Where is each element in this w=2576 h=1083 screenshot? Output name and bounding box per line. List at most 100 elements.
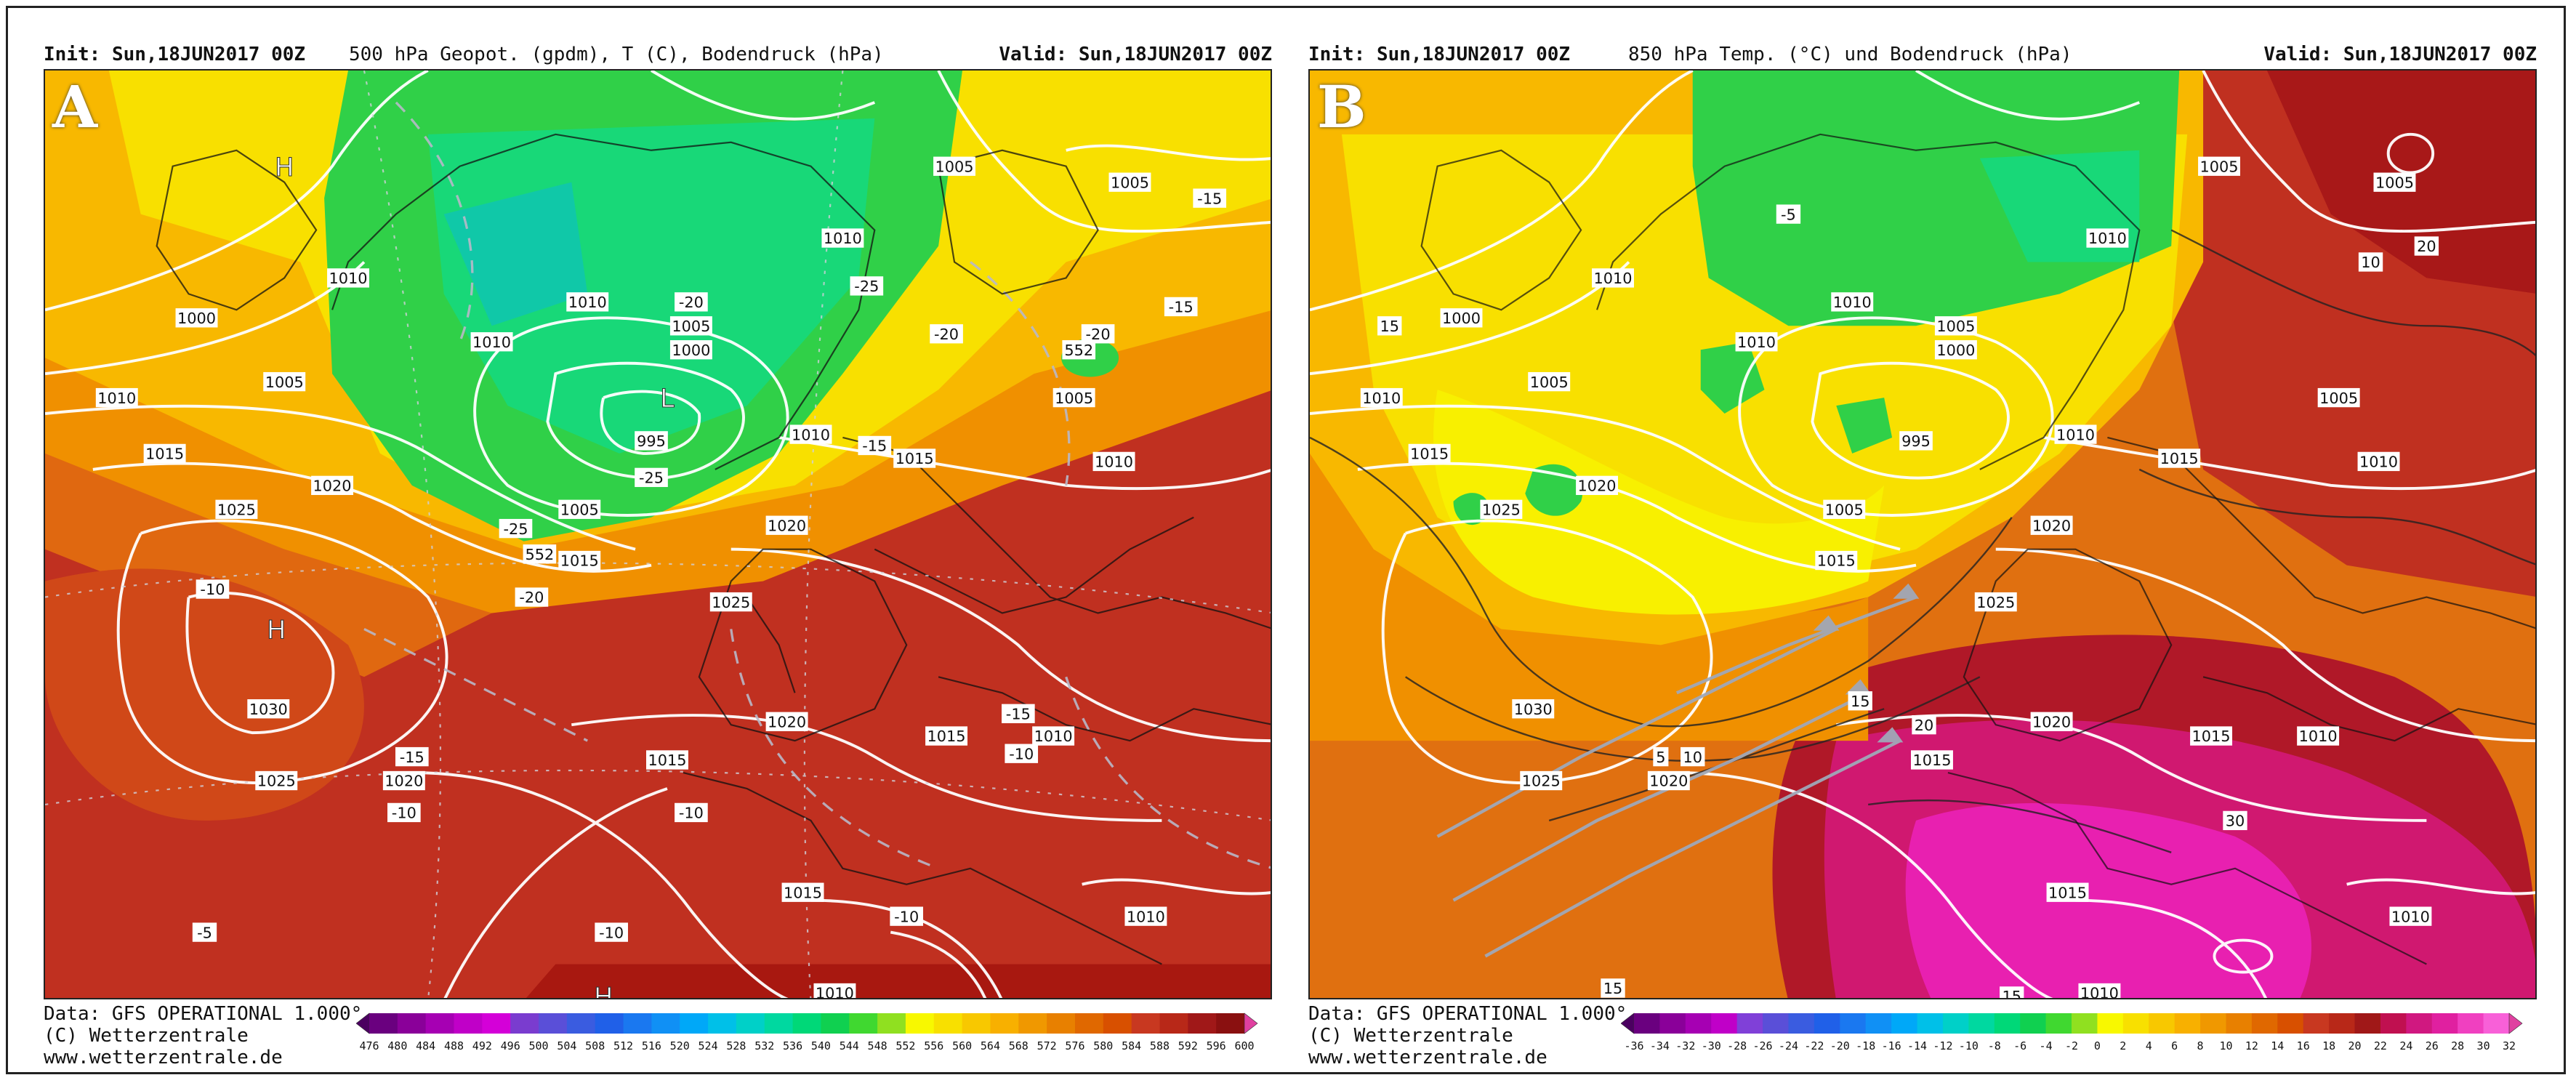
colorbar-segment: [2483, 1013, 2510, 1034]
isobar-label: 1025: [712, 594, 750, 611]
colorbar-tick-label: 532: [754, 1039, 775, 1052]
isobar-label: 1015: [895, 450, 934, 467]
isobar-label: 1005: [1936, 318, 1975, 335]
isobar-label: 10: [1683, 749, 1702, 766]
isobar-label-box: [1193, 188, 1227, 208]
isobar-label-box: [2078, 983, 2121, 998]
isobar-label-box: [2030, 515, 2073, 535]
isobar-label-box: [1081, 324, 1115, 344]
colorbar-segment: [2303, 1013, 2330, 1034]
map-title: 850 hPa Temp. (°C) und Bodendruck (hPa): [1628, 44, 2072, 65]
colorbar-tick-label: 480: [387, 1039, 408, 1052]
isobar-label-box: [1911, 750, 1953, 770]
isobar-label-box: [1052, 387, 1095, 408]
colorbar-segment: [1891, 1013, 1918, 1034]
isobar-label-box: [2373, 172, 2416, 192]
isobar-label-box: [1647, 770, 1690, 791]
colorbar-tick-label: 536: [783, 1039, 803, 1052]
panel-a: Init: Sun,18JUN2017 00Z 500 hPa Geopot. …: [44, 40, 1272, 1083]
colorbar-tick-label: -22: [1804, 1039, 1824, 1052]
isobar-label: 1005: [2375, 174, 2414, 191]
colorbar-segment: [1103, 1013, 1132, 1034]
colorbar-tick-label: 576: [1065, 1039, 1085, 1052]
colorbar-segment: [1216, 1013, 1245, 1034]
colorbar-tick-label: 492: [472, 1039, 492, 1052]
isobar-label: 1010: [2391, 908, 2430, 925]
isobar-label-box: [813, 983, 856, 998]
isobar-label-box: [566, 292, 609, 312]
colorbar-segment: [2277, 1013, 2304, 1034]
isobar-label: 1015: [927, 728, 966, 745]
isobar-label-box: [646, 750, 688, 770]
colorbar-tick-label: 588: [1149, 1039, 1170, 1052]
isobar-label-box: [635, 431, 668, 451]
colorbar-tick-label: 528: [726, 1039, 746, 1052]
colorbar-tick-label: 14: [2271, 1039, 2285, 1052]
isobar-label: 1010: [1034, 728, 1073, 745]
isobar-label: 1015: [2048, 884, 2087, 901]
isobar-label: 1010: [97, 390, 136, 407]
website: www.wetterzentrale.de: [1308, 1047, 1547, 1068]
isobar-label-box: [263, 371, 306, 392]
colorbar-segment: [425, 1013, 455, 1034]
isobar-label: 1020: [1649, 773, 1688, 790]
colorbar-tick-label: 6: [2171, 1039, 2178, 1052]
isobar-label: -10: [1009, 745, 1034, 762]
isobar-label: 1015: [784, 884, 822, 901]
isobar-label-box: [387, 802, 421, 823]
colorbar-tick-label: -18: [1856, 1039, 1876, 1052]
isobar-label-box: [2030, 712, 2073, 731]
panel-a-map: H 1010 1000 1005 1010 1015 1020 1025 -10 H 1030 -15…: [44, 69, 1272, 999]
isobar-label: 5: [1656, 749, 1665, 766]
colorbar-tick-label: 496: [500, 1039, 520, 1052]
isobar-label-box: [1815, 550, 1858, 571]
isobar-label-box: [1002, 704, 1035, 723]
isobar-label-box: [850, 276, 884, 296]
colorbar-tick-label: 564: [980, 1039, 1000, 1052]
colorbar-segment: [2200, 1013, 2226, 1034]
colorbar-segment: [1865, 1013, 1892, 1034]
colorbar-segment: [1074, 1013, 1104, 1034]
isobar-label: 1005: [2319, 390, 2358, 407]
isobar-label-box: [635, 467, 668, 488]
colorbar-tick-label: 24: [2399, 1039, 2413, 1052]
isobar-label: -15: [1169, 299, 1194, 316]
isobar-label: -5: [197, 924, 212, 941]
isobar-label-box: [789, 424, 832, 444]
panel-letter: B: [1317, 73, 1367, 141]
isobar-label: 1010: [1737, 334, 1776, 351]
isobar-label: 1030: [1514, 701, 1553, 718]
colorbar-segment: [849, 1013, 878, 1034]
colorbar-segment: [2174, 1013, 2201, 1034]
colorbar-segment: [2122, 1013, 2149, 1034]
colorbar-tick-label: -24: [1778, 1039, 1799, 1052]
isobar-label: -15: [862, 438, 887, 455]
colorbar-segment: [2406, 1013, 2433, 1034]
isobar-label-box: [1899, 431, 1933, 451]
colorbar-tick-label: 592: [1178, 1039, 1198, 1052]
colorbar-tick-label: 28: [2451, 1039, 2465, 1052]
colorbar-tick-label: -12: [1933, 1039, 1953, 1052]
isobar-label: 1015: [1912, 752, 1951, 769]
init-label: Init:: [44, 44, 101, 65]
colorbar-segment: [1994, 1013, 2021, 1034]
colorbar-segment: [539, 1013, 568, 1034]
isobar-label: 1005: [1825, 501, 1864, 518]
isobar-label: 1005: [1111, 174, 1149, 191]
isobar-label: 1010: [568, 294, 607, 311]
isobar-label: -10: [392, 805, 416, 822]
isobar-label-box: [143, 443, 186, 464]
colorbar-segment: [1131, 1013, 1160, 1034]
isobar-label-box: [1408, 443, 1451, 464]
colorbar-tick-label: 596: [1206, 1039, 1226, 1052]
isobar-label-box: [709, 592, 752, 612]
isobar-label: 552: [525, 546, 554, 563]
isobar-label-box: [2000, 986, 2024, 998]
isobar-label: 1000: [177, 310, 216, 327]
isobar-label: 1015: [1410, 446, 1449, 463]
colorbar-tick-label: 32: [2502, 1039, 2516, 1052]
isobar-label: 1005: [1530, 374, 1569, 391]
isobar-label-box: [1823, 499, 1866, 519]
isobar-label: 1025: [1976, 594, 2015, 611]
panel-b: Init: Sun,18JUN2017 00Z 850 hPa Temp. (°…: [1308, 40, 2537, 1083]
